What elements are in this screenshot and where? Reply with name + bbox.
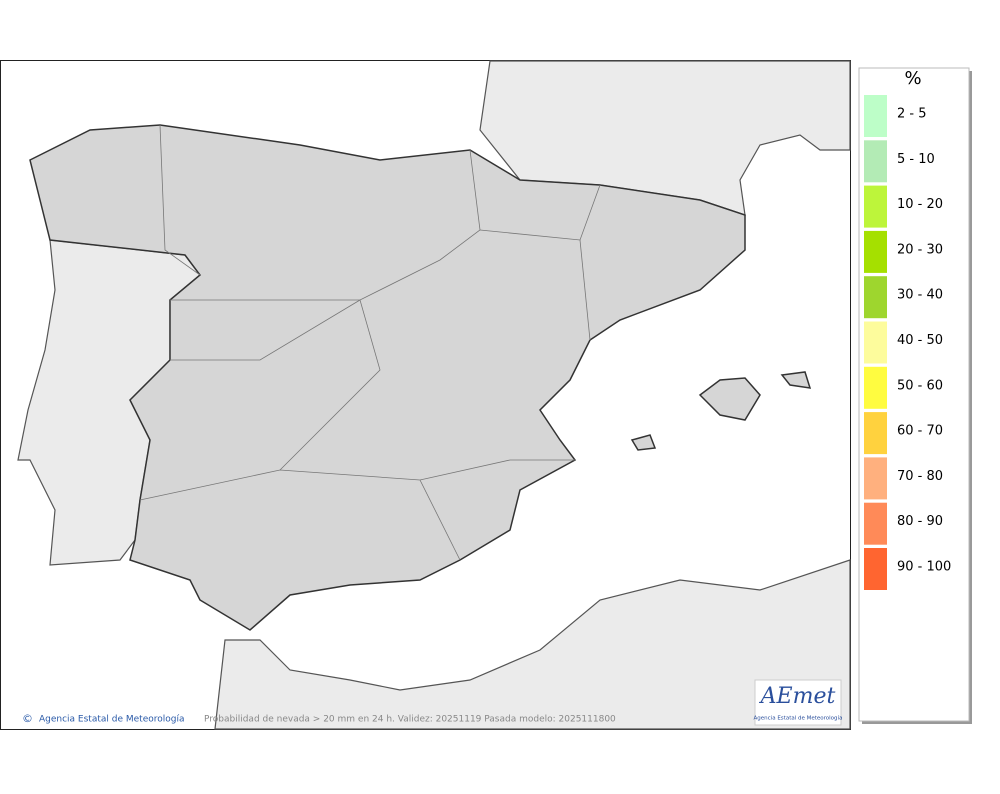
spain-land <box>29 124 812 631</box>
legend-items: 2 - 5 5 - 10 10 - 20 20 - 30 30 - 40 40 - 50 5… <box>864 95 951 590</box>
logo-box <box>754 679 842 726</box>
legend-label: 60 - 70 <box>897 424 943 439</box>
legend-swatch <box>864 321 887 364</box>
legend-label: 2 - 5 <box>897 107 927 122</box>
credit: Agencia Estatal de Meteorología <box>39 715 185 725</box>
legend-swatch <box>864 95 887 137</box>
logo-subtitle: Agencia Estatal de Meteorología <box>754 715 843 722</box>
legend-label: 5 - 10 <box>897 152 935 167</box>
caption: Probabilidad de nevada > 20 mm en 24 h. … <box>204 715 616 725</box>
legend-swatch <box>864 185 887 228</box>
legend-swatch <box>864 548 887 590</box>
legend-label: 20 - 30 <box>897 242 943 257</box>
legend-swatch <box>864 457 887 500</box>
legend-label: 50 - 60 <box>897 378 943 393</box>
legend-label: 70 - 80 <box>897 469 943 484</box>
region-borders <box>139 124 601 561</box>
legend-swatch <box>864 140 887 183</box>
credit-icon: © <box>22 712 33 725</box>
neighbor-land <box>17 60 851 730</box>
logo: AEmet <box>759 684 836 709</box>
legend-swatch <box>864 412 887 455</box>
legend-label: 90 - 100 <box>897 560 951 575</box>
legend-swatch <box>864 502 887 545</box>
legend-swatch <box>864 230 887 273</box>
legend-label: 30 - 40 <box>897 288 943 303</box>
legend-swatch <box>864 276 887 319</box>
legend-title: % <box>904 68 921 89</box>
legend-label: 40 - 50 <box>897 333 943 348</box>
legend-swatch <box>864 366 887 409</box>
legend-label: 80 - 90 <box>897 514 943 529</box>
legend-label: 10 - 20 <box>897 197 943 212</box>
